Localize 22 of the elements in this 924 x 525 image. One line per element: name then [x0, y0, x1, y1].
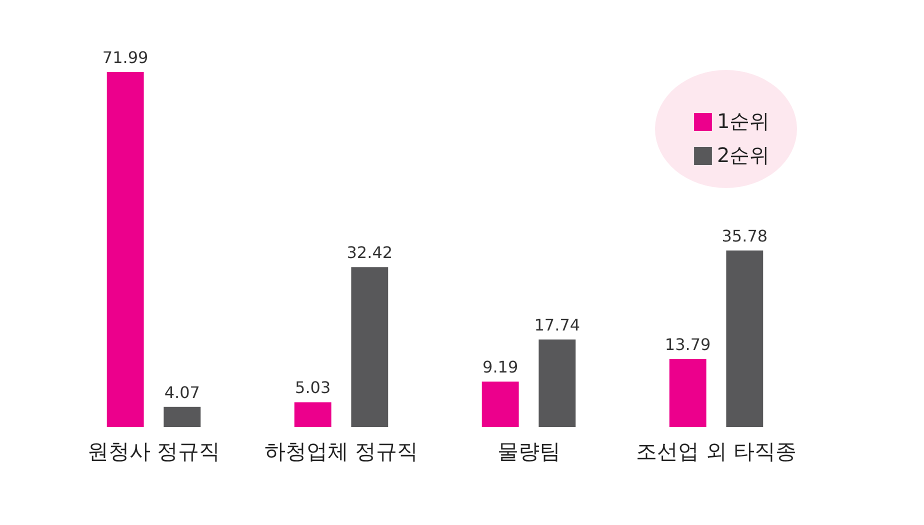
x-tick-label: 조선업 외 타직종	[636, 440, 796, 464]
data-label: 35.78	[722, 226, 768, 246]
data-label: 71.99	[102, 48, 148, 67]
data-label: 17.74	[534, 316, 580, 335]
data-label: 4.07	[164, 382, 200, 402]
bar	[538, 340, 576, 427]
legend-label: 2순위	[717, 143, 770, 167]
bar	[106, 72, 144, 427]
data-label: 5.03	[295, 378, 331, 398]
bar	[482, 382, 519, 427]
data-label: 9.19	[482, 358, 518, 377]
x-tick-label: 하청업체 정규직	[264, 440, 418, 464]
bar	[294, 402, 332, 427]
x-tick-label: 물량팀	[497, 440, 560, 464]
data-label: 13.79	[664, 335, 711, 354]
legend-label: 1순위	[717, 109, 770, 133]
x-tick-label: 원청사 정규직	[87, 440, 220, 464]
bar	[164, 406, 201, 427]
bar	[726, 250, 764, 427]
bar	[669, 359, 706, 427]
bar	[351, 267, 388, 427]
data-label: 32.42	[346, 243, 393, 262]
